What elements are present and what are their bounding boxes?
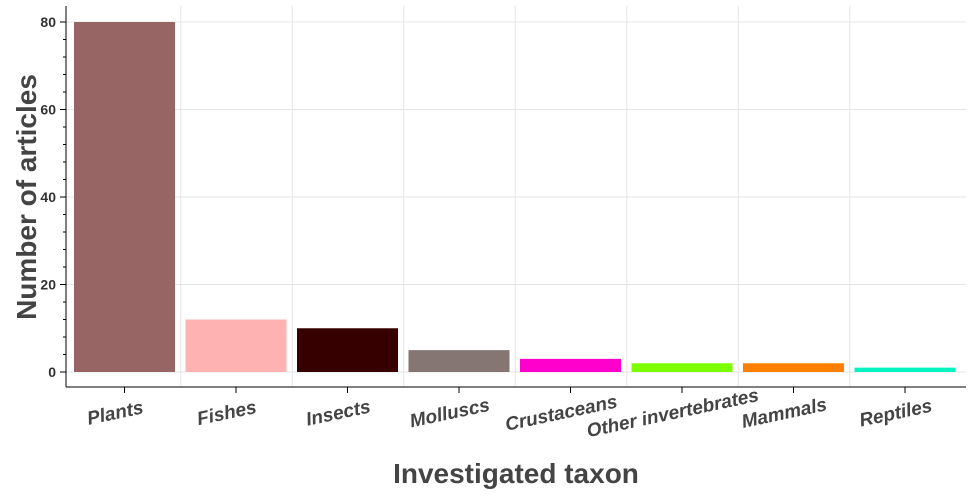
x-axis-title: Investigated taxon [393,458,639,489]
x-category-label: Fishes [195,397,258,430]
bar [185,319,287,372]
bar [74,22,175,372]
gridlines [66,6,966,387]
y-tick-label: 20 [40,277,56,293]
y-tick-label: 0 [48,364,56,380]
y-tick-label: 80 [40,14,56,30]
y-tick-label: 60 [40,102,56,118]
bar [854,367,956,372]
bars [74,22,956,372]
x-axis-ticks: Plants Fishes Insects Molluscs CrustaceansOt… [85,385,934,442]
x-category-label: Reptiles [858,396,935,432]
bar [297,328,398,372]
bar [520,358,621,372]
bar [743,363,844,372]
bar [408,350,510,372]
x-category-label: Molluscs [408,395,492,432]
y-axis-title: Number of articles [11,74,42,320]
y-tick-label: 40 [40,189,56,205]
bar [631,363,733,372]
x-category-label: Plants [85,397,145,429]
x-category-label: Insects [304,397,372,431]
y-axis-ticks: 0 20 40 60 80 [40,14,66,380]
